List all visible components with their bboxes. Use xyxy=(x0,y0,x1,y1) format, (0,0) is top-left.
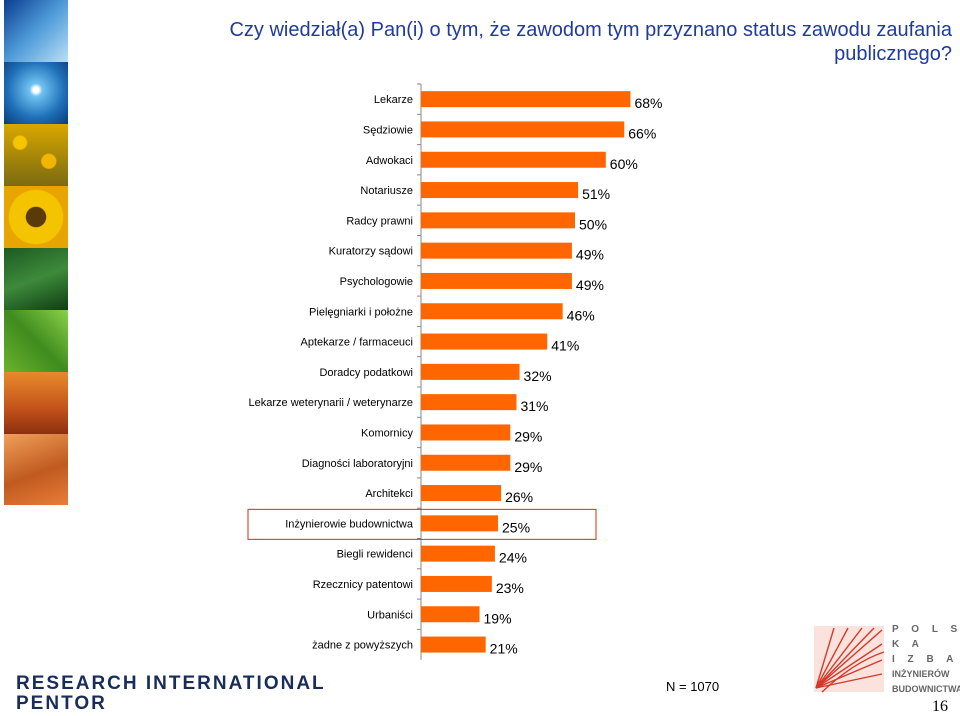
forest-image xyxy=(4,248,68,310)
water-splash-image xyxy=(4,0,68,62)
value-label: 51% xyxy=(582,186,610,202)
category-label: Radcy prawni xyxy=(346,215,413,227)
bar xyxy=(421,363,520,380)
bar xyxy=(421,545,495,562)
category-label: Urbaniści xyxy=(367,609,413,621)
value-label: 50% xyxy=(579,216,607,232)
company-name-line-2: PENTOR xyxy=(16,693,107,714)
bar xyxy=(421,303,563,320)
bar xyxy=(421,636,486,653)
value-label: 60% xyxy=(610,156,638,172)
value-label: 49% xyxy=(576,247,604,263)
sunflower-field-image xyxy=(4,124,68,186)
piib-logo-text: P O L S K A I Z B A INŻYNIERÓW BUDOWNICT… xyxy=(892,622,960,697)
sunflower-image xyxy=(4,186,68,248)
bar xyxy=(421,91,631,108)
bar xyxy=(421,394,517,411)
bar xyxy=(421,424,511,441)
value-label: 32% xyxy=(524,368,552,384)
value-label: 29% xyxy=(514,459,542,475)
bar xyxy=(421,485,502,502)
value-label: 25% xyxy=(502,519,530,535)
bar xyxy=(421,454,511,471)
value-label: 31% xyxy=(520,398,548,414)
category-label: Adwokaci xyxy=(366,155,413,167)
value-label: 29% xyxy=(514,428,542,444)
category-label: Lekarze weterynarii / weterynarze xyxy=(249,397,413,409)
category-label: Biegli rewidenci xyxy=(337,549,413,561)
category-label: Aptekarze / farmaceuci xyxy=(301,337,414,349)
category-label: Doradcy podatkowi xyxy=(319,367,413,379)
value-label: 49% xyxy=(576,277,604,293)
sample-size-label: N = 1070 xyxy=(666,679,720,694)
category-label: Architekci xyxy=(365,488,413,500)
company-name-line-1: RESEARCH INTERNATIONAL xyxy=(16,673,326,694)
category-label: Diagności laboratoryjni xyxy=(302,458,413,470)
highlight-box xyxy=(247,508,597,540)
sand-dunes-image xyxy=(4,372,68,434)
page-number: 16 xyxy=(932,698,948,715)
category-label: Inżynierowie budownictwa xyxy=(285,518,414,530)
value-label: 26% xyxy=(505,489,533,505)
value-label: 21% xyxy=(490,641,518,657)
category-label: Sędziowie xyxy=(363,124,413,136)
category-label: żadne z powyższych xyxy=(312,640,413,652)
value-label: 46% xyxy=(567,307,595,323)
decorative-photo-strip xyxy=(4,0,68,505)
category-label: Psychologowie xyxy=(340,276,413,288)
bar xyxy=(421,515,498,532)
category-label: Pielęgniarki i położne xyxy=(309,306,413,318)
piib-line-1: P O L S K A xyxy=(892,624,960,650)
bar xyxy=(421,242,572,259)
category-label: Lekarze xyxy=(374,94,413,106)
category-label: Notariusze xyxy=(360,185,413,197)
category-label: Rzecznicy patentowi xyxy=(313,579,413,591)
slide-title: Czy wiedział(a) Pan(i) o tym, że zawodom… xyxy=(229,19,952,65)
piib-line-4: BUDOWNICTWA xyxy=(892,684,960,694)
desert-image xyxy=(4,434,68,505)
value-label: 41% xyxy=(551,338,579,354)
bar xyxy=(421,606,480,623)
category-label: Komornicy xyxy=(361,427,413,439)
research-international-pentor-logo: RESEARCH INTERNATIONAL PENTOR xyxy=(16,674,326,714)
value-label: 66% xyxy=(628,125,656,141)
category-label: Kuratorzy sądowi xyxy=(329,246,413,258)
value-label: 19% xyxy=(484,610,512,626)
bar xyxy=(421,121,625,138)
piib-line-3: INŻYNIERÓW xyxy=(892,669,950,679)
bar xyxy=(421,333,548,350)
bar xyxy=(421,182,579,199)
piib-line-2: I Z B A xyxy=(892,654,959,665)
bar xyxy=(421,151,606,168)
bar xyxy=(421,212,575,229)
bar xyxy=(421,575,492,592)
piib-logo-mark xyxy=(814,626,885,693)
leaf-image xyxy=(4,310,68,372)
value-label: 24% xyxy=(499,550,527,566)
value-label: 23% xyxy=(496,580,524,596)
water-drop-image xyxy=(4,62,68,124)
value-label: 68% xyxy=(634,95,662,111)
bar xyxy=(421,272,572,289)
